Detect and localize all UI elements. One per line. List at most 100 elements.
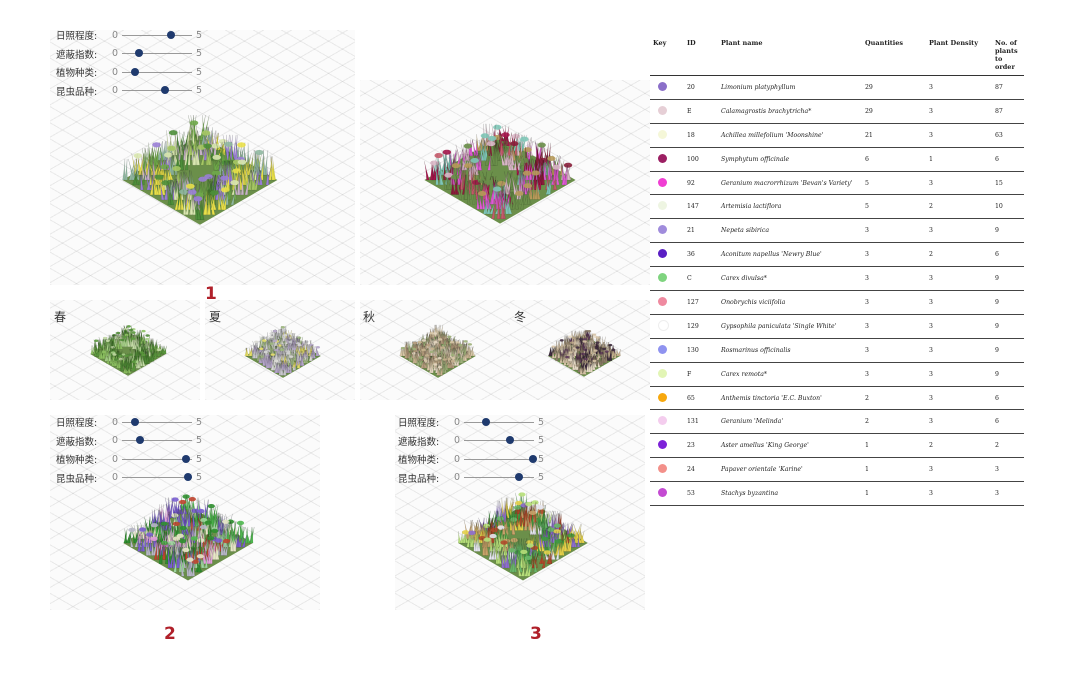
plant-density-cell: 3 — [926, 362, 992, 386]
slider-thumb[interactable] — [506, 436, 514, 444]
slider-max-label: 5 — [192, 67, 210, 78]
slider-thumb[interactable] — [184, 473, 192, 481]
header-plant-name: Plant name — [718, 36, 862, 76]
garden-view-1b — [360, 80, 650, 285]
plant-quantity-cell: 29 — [862, 76, 926, 100]
plant-id-cell: 127 — [684, 291, 718, 315]
plant-color-swatch — [658, 320, 669, 331]
slider-thumb[interactable] — [135, 49, 143, 57]
slider-row: 日照程度:05 — [398, 413, 552, 432]
plant-quantity-cell: 6 — [862, 147, 926, 171]
header-key: Key — [650, 36, 684, 76]
slider-track[interactable] — [464, 422, 534, 423]
slider-max-label: 5 — [192, 472, 210, 483]
plant-quantity-cell: 5 — [862, 171, 926, 195]
slider-max-label: 5 — [534, 472, 552, 483]
plant-color-swatch — [658, 130, 667, 139]
table-row: CCarex divulsa*339 — [650, 267, 1024, 291]
season-spring-background — [50, 300, 200, 400]
slider-row: 遮蔽指数:05 — [398, 432, 552, 451]
slider-track[interactable] — [122, 72, 192, 73]
slider-row: 植物种类:05 — [56, 450, 210, 469]
plant-quantity-cell: 3 — [862, 362, 926, 386]
plant-key-cell — [650, 314, 684, 338]
plant-name-cell: Papaver orientale 'Karine' — [718, 458, 862, 482]
plant-name-cell: Stachys byzantina — [718, 482, 862, 506]
slider-label: 日照程度: — [398, 415, 448, 429]
slider-label: 昆虫品种: — [56, 471, 106, 485]
plant-key-cell — [650, 410, 684, 434]
plant-id-cell: 23 — [684, 434, 718, 458]
slider-thumb[interactable] — [161, 86, 169, 94]
slider-row: 遮蔽指数:05 — [56, 45, 210, 64]
slider-track[interactable] — [464, 477, 534, 478]
plant-density-cell: 3 — [926, 267, 992, 291]
plant-color-swatch — [658, 82, 667, 91]
plant-density-cell: 2 — [926, 243, 992, 267]
slider-track[interactable] — [122, 459, 192, 460]
plant-id-cell: F — [684, 362, 718, 386]
garden-view-summer — [205, 300, 355, 400]
table-row: 92Geranium macrorrhizum 'Bevan's Variety… — [650, 171, 1024, 195]
slider-track[interactable] — [122, 422, 192, 423]
plant-quantity-cell: 1 — [862, 434, 926, 458]
plant-key-cell — [650, 482, 684, 506]
plant-order-cell: 87 — [992, 76, 1024, 100]
slider-row: 日照程度:05 — [56, 413, 210, 432]
plant-density-cell: 3 — [926, 76, 992, 100]
slider-min-label: 0 — [106, 85, 122, 96]
slider-track[interactable] — [122, 35, 192, 36]
table-row: 129Gypsophila paniculata 'Single White'3… — [650, 314, 1024, 338]
slider-thumb[interactable] — [529, 455, 537, 463]
slider-track[interactable] — [122, 477, 192, 478]
plant-name-cell: Nepeta sibirica — [718, 219, 862, 243]
slider-thumb[interactable] — [136, 436, 144, 444]
slider-min-label: 0 — [106, 454, 122, 465]
plant-density-cell: 3 — [926, 171, 992, 195]
plant-id-cell: 36 — [684, 243, 718, 267]
plant-quantity-cell: 2 — [862, 386, 926, 410]
season-label-spring: 春 — [54, 308, 66, 325]
plant-key-cell — [650, 458, 684, 482]
plant-order-cell: 3 — [992, 458, 1024, 482]
slider-thumb[interactable] — [131, 418, 139, 426]
plant-id-cell: 129 — [684, 314, 718, 338]
plant-color-swatch — [658, 273, 667, 282]
plant-density-cell: 2 — [926, 434, 992, 458]
plant-key-cell — [650, 267, 684, 291]
slider-track[interactable] — [464, 440, 534, 441]
slider-min-label: 0 — [448, 454, 464, 465]
slider-thumb[interactable] — [167, 31, 175, 39]
slider-track[interactable] — [122, 53, 192, 54]
plant-order-cell: 15 — [992, 171, 1024, 195]
slider-thumb[interactable] — [182, 455, 190, 463]
plant-quantity-cell: 3 — [862, 291, 926, 315]
plant-name-cell: Onobrychis viciifolia — [718, 291, 862, 315]
plant-color-swatch — [658, 488, 667, 497]
plant-key-cell — [650, 195, 684, 219]
slider-thumb[interactable] — [515, 473, 523, 481]
slider-max-label: 5 — [192, 48, 210, 59]
plant-id-cell: 24 — [684, 458, 718, 482]
plant-key-cell — [650, 386, 684, 410]
slider-track[interactable] — [122, 90, 192, 91]
slider-track[interactable] — [464, 459, 534, 460]
slider-label: 昆虫品种: — [398, 471, 448, 485]
slider-thumb[interactable] — [482, 418, 490, 426]
plant-color-swatch — [658, 369, 667, 378]
table-row: 65Anthemis tinctoria 'E.C. Buxton'236 — [650, 386, 1024, 410]
plant-quantity-cell: 1 — [862, 482, 926, 506]
plant-order-cell: 9 — [992, 291, 1024, 315]
plant-quantity-cell: 5 — [862, 195, 926, 219]
plant-id-cell: 21 — [684, 219, 718, 243]
plant-key-cell — [650, 362, 684, 386]
plant-density-cell: 1 — [926, 147, 992, 171]
slider-track[interactable] — [122, 440, 192, 441]
table-row: 18Achillea millefolium 'Moonshine'21363 — [650, 123, 1024, 147]
plant-color-swatch — [658, 416, 667, 425]
table-row: 24Papaver orientale 'Karine'133 — [650, 458, 1024, 482]
slider-max-label: 5 — [534, 454, 552, 465]
season-label-summer: 夏 — [209, 308, 221, 325]
slider-thumb[interactable] — [131, 68, 139, 76]
plant-order-cell: 9 — [992, 267, 1024, 291]
